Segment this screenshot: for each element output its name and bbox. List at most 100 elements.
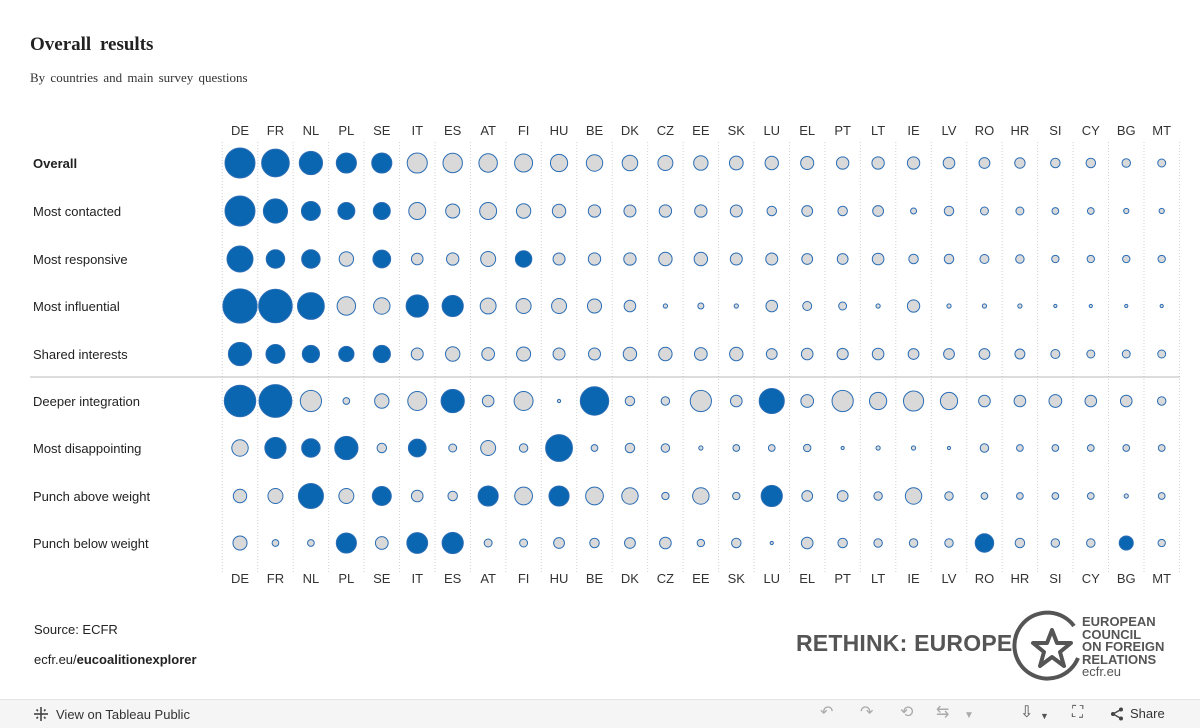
bubble-mark[interactable]: [258, 384, 293, 418]
bubble-mark[interactable]: [907, 348, 920, 360]
redo-icon[interactable]: ↷: [860, 704, 874, 721]
bubble-mark[interactable]: [908, 538, 919, 548]
bubble-mark[interactable]: [658, 204, 673, 218]
bubble-mark[interactable]: [587, 204, 602, 218]
bubble-mark[interactable]: [589, 537, 600, 549]
bubble-mark[interactable]: [265, 344, 286, 364]
bubble-mark[interactable]: [732, 444, 741, 452]
bubble-mark[interactable]: [910, 445, 917, 451]
bubble-mark[interactable]: [660, 396, 671, 406]
bubble-mark[interactable]: [658, 251, 673, 267]
bubble-mark[interactable]: [623, 299, 637, 313]
bubble-mark[interactable]: [765, 252, 779, 266]
bubble-mark[interactable]: [1015, 206, 1025, 216]
bubble-mark[interactable]: [662, 303, 669, 309]
site-link[interactable]: ecfr.eu/eucoalitionexplorer: [34, 652, 197, 667]
bubble-mark[interactable]: [590, 444, 599, 452]
bubble-mark[interactable]: [337, 202, 356, 220]
bubble-mark[interactable]: [407, 438, 427, 458]
bubble-mark[interactable]: [1016, 492, 1024, 500]
bubble-mark[interactable]: [946, 445, 952, 451]
bubble-mark[interactable]: [660, 443, 671, 453]
bubble-mark[interactable]: [758, 387, 785, 415]
bubble-mark[interactable]: [873, 491, 883, 501]
bubble-mark[interactable]: [515, 298, 532, 314]
bubble-mark[interactable]: [226, 245, 254, 273]
bubble-mark[interactable]: [659, 536, 672, 550]
bubble-mark[interactable]: [1159, 303, 1164, 309]
bubble-mark[interactable]: [760, 484, 783, 508]
bubble-mark[interactable]: [946, 303, 952, 309]
bubble-mark[interactable]: [693, 251, 709, 267]
bubble-mark[interactable]: [1086, 254, 1095, 264]
bubble-mark[interactable]: [372, 344, 391, 364]
bubble-mark[interactable]: [407, 391, 428, 411]
download-icon[interactable]: ⇩: [1020, 704, 1034, 721]
bubble-mark[interactable]: [732, 491, 741, 501]
revert-icon[interactable]: ⟲: [900, 704, 914, 721]
bubble-mark[interactable]: [661, 491, 670, 501]
bubble-mark[interactable]: [545, 434, 573, 462]
bubble-mark[interactable]: [372, 249, 392, 269]
bubble-mark[interactable]: [556, 398, 562, 404]
bubble-mark[interactable]: [942, 156, 956, 170]
bubble-mark[interactable]: [621, 487, 639, 505]
bubble-mark[interactable]: [224, 195, 256, 227]
bubble-mark[interactable]: [406, 532, 429, 554]
bubble-mark[interactable]: [979, 443, 990, 453]
bubble-mark[interactable]: [374, 536, 389, 550]
bubble-mark[interactable]: [408, 202, 427, 220]
bubble-mark[interactable]: [800, 155, 815, 171]
bubble-mark[interactable]: [692, 487, 710, 505]
bubble-mark[interactable]: [342, 397, 351, 405]
bubble-mark[interactable]: [801, 205, 814, 217]
bubble-mark[interactable]: [1016, 444, 1024, 452]
bubble-mark[interactable]: [731, 537, 742, 549]
bubble-mark[interactable]: [978, 348, 991, 360]
bubble-mark[interactable]: [836, 490, 849, 502]
bubble-mark[interactable]: [906, 299, 921, 313]
bubble-mark[interactable]: [1121, 158, 1131, 168]
bubble-mark[interactable]: [514, 486, 533, 506]
bubble-mark[interactable]: [516, 346, 532, 362]
bubble-mark[interactable]: [586, 298, 603, 314]
bubble-mark[interactable]: [906, 156, 921, 170]
bubble-mark[interactable]: [624, 395, 636, 407]
dropdown-icon[interactable]: ▼: [964, 710, 974, 721]
bubble-mark[interactable]: [1086, 538, 1096, 548]
bubble-mark[interactable]: [338, 251, 355, 267]
bubble-mark[interactable]: [657, 155, 674, 171]
bubble-mark[interactable]: [1053, 303, 1058, 309]
bubble-mark[interactable]: [372, 202, 391, 220]
bubble-mark[interactable]: [1051, 254, 1060, 264]
bubble-mark[interactable]: [803, 443, 812, 453]
bubble-mark[interactable]: [943, 253, 955, 265]
bubble-mark[interactable]: [224, 147, 256, 179]
bubble-mark[interactable]: [836, 253, 849, 265]
bubble-mark[interactable]: [698, 445, 704, 451]
bubble-mark[interactable]: [483, 538, 493, 548]
bubble-mark[interactable]: [579, 386, 610, 416]
bubble-mark[interactable]: [765, 299, 779, 313]
bubble-mark[interactable]: [1086, 349, 1096, 359]
bubble-mark[interactable]: [441, 531, 464, 555]
bubble-mark[interactable]: [480, 251, 497, 267]
bubble-mark[interactable]: [301, 249, 321, 269]
bubble-mark[interactable]: [944, 538, 954, 548]
bubble-mark[interactable]: [693, 347, 708, 361]
bubble-mark[interactable]: [868, 391, 888, 411]
bubble-mark[interactable]: [658, 346, 673, 362]
bubble-mark[interactable]: [943, 348, 955, 360]
bubble-mark[interactable]: [693, 155, 709, 171]
bubble-mark[interactable]: [514, 153, 534, 173]
bubble-mark[interactable]: [481, 347, 496, 361]
bubble-mark[interactable]: [980, 492, 989, 500]
bubble-mark[interactable]: [307, 539, 315, 547]
bubble-mark[interactable]: [729, 394, 743, 408]
bubble-mark[interactable]: [624, 537, 636, 549]
bubble-mark[interactable]: [585, 486, 604, 506]
bubble-mark[interactable]: [442, 152, 463, 174]
bubble-mark[interactable]: [448, 443, 458, 453]
bubble-mark[interactable]: [552, 347, 566, 361]
share-button[interactable]: Share: [1110, 706, 1165, 721]
